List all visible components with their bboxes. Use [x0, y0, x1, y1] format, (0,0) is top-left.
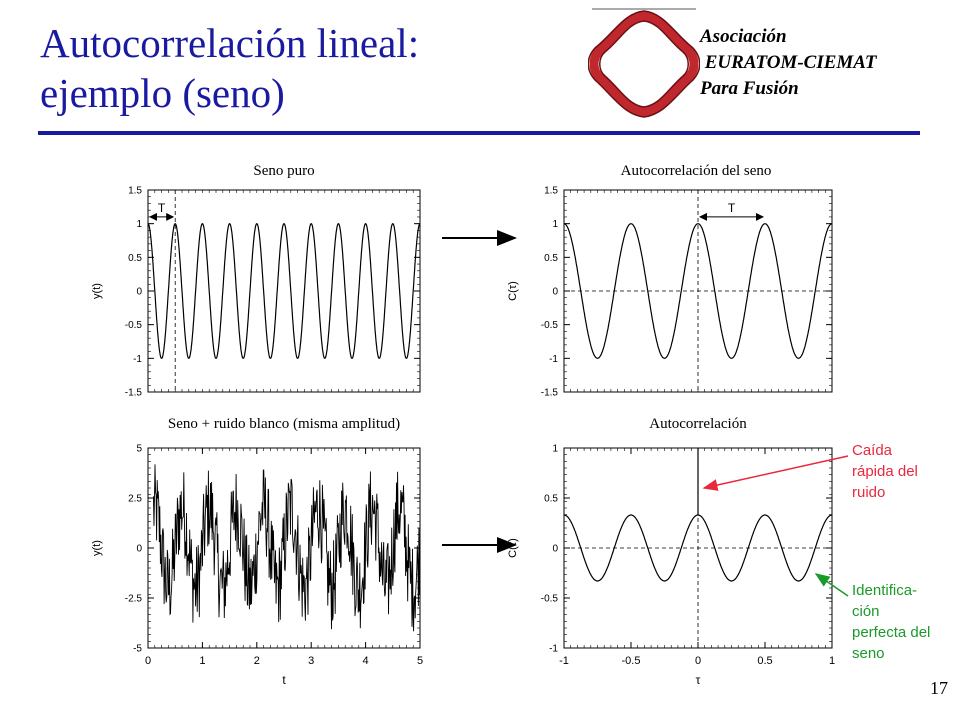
- y-tick-label: 5: [136, 444, 142, 455]
- x-tick-label: -1: [559, 655, 569, 667]
- y-tick-label: 1: [552, 219, 558, 230]
- y-tick-label: 2.5: [128, 494, 142, 505]
- org-line3: Para Fusión: [700, 78, 799, 99]
- chart-noisy_sine: 52.50-2.5-50 1 2 3 4 5y(t)t: [91, 444, 423, 688]
- identification-pointer: [814, 573, 849, 597]
- chart-title-noisy-sine: Seno + ruido blanco (misma amplitud): [167, 416, 401, 432]
- org-line2: EURATOM-CIEMAT: [700, 52, 877, 73]
- identification-line4: seno: [852, 645, 885, 662]
- x-tick-label: 1: [829, 655, 835, 667]
- y-tick-label: -1: [549, 644, 558, 655]
- y-tick-label: -5: [133, 644, 142, 655]
- identification-note: Identifica- ción perfecta del seno: [852, 580, 930, 664]
- series-line: [563, 223, 833, 359]
- chart-sine_autocorr: 1.5 1 0.5 0 -0.5 -1 -1.5 C(τ) T: [507, 186, 833, 399]
- title-divider: [38, 131, 920, 135]
- y-tick-label: 1.5: [544, 186, 558, 197]
- series-line: [147, 223, 421, 359]
- org-line1: Asociación: [700, 26, 787, 47]
- x-tick-label: 0: [695, 655, 701, 667]
- page-number: 17: [930, 678, 948, 698]
- y-tick-label: -0.5: [541, 320, 559, 331]
- noise-drop-pointer: [702, 455, 849, 491]
- x-axis-label: τ: [696, 673, 701, 687]
- chart-title-sine: Seno puro: [253, 163, 315, 179]
- x-tick-label: 0: [145, 655, 151, 667]
- x-axis-label: t: [282, 673, 286, 687]
- noise-drop-note: Caída rápida del ruido: [852, 440, 918, 503]
- x-tick-label: 4: [363, 655, 369, 667]
- identification-line1: Identifica-: [852, 582, 918, 599]
- ciemat-logo-icon: [588, 8, 700, 118]
- x-tick-label: 0.5: [757, 655, 772, 667]
- y-axis-label: y(t): [91, 283, 103, 299]
- y-tick-label: -0.5: [541, 594, 559, 605]
- series-line: [152, 464, 421, 632]
- chart-title-noisy-autocorr: Autocorrelación: [649, 416, 747, 432]
- slide-title-line2: ejemplo (seno): [40, 70, 285, 116]
- period-label: T: [728, 201, 736, 215]
- y-tick-label: -1.5: [541, 388, 559, 399]
- y-tick-label: -1: [133, 354, 142, 365]
- y-axis-label: C(τ): [507, 281, 519, 301]
- y-tick-label: -1.5: [125, 388, 143, 399]
- plot-frame: [147, 189, 421, 393]
- y-tick-label: 0.5: [128, 253, 142, 264]
- organization-name: Asociación EURATOM-CIEMAT Para Fusión: [700, 24, 877, 102]
- y-tick-label: 0: [136, 287, 142, 298]
- y-tick-label: 1: [136, 219, 142, 230]
- noise-drop-line2: rápida del: [852, 463, 918, 480]
- x-tick-label: 5: [417, 655, 423, 667]
- y-axis-label: y(t): [91, 540, 103, 556]
- y-tick-label: 0.5: [544, 253, 558, 264]
- chart-noisy_autocorr: 1 0.5 0 -0.5 -1-1 -0.5 0 0.5 1 C(τ) τ: [507, 444, 835, 688]
- x-tick-label: -0.5: [622, 655, 641, 667]
- noise-drop-line1: Caída: [852, 442, 893, 459]
- x-tick-label: 2: [254, 655, 260, 667]
- y-tick-label: 0: [136, 544, 142, 555]
- y-tick-label: -2.5: [125, 594, 143, 605]
- y-tick-label: 1.5: [128, 186, 142, 197]
- slide-title-line1: Autocorrelación lineal:: [40, 20, 420, 66]
- period-label: T: [158, 201, 166, 215]
- y-tick-label: 0: [552, 544, 558, 555]
- y-tick-label: 0: [552, 287, 558, 298]
- slide-title: Autocorrelación lineal: ejemplo (seno): [40, 18, 419, 118]
- y-axis-label: C(τ): [507, 538, 519, 558]
- y-tick-label: 0.5: [544, 494, 558, 505]
- noise-drop-line3: ruido: [852, 484, 886, 501]
- y-tick-label: -0.5: [125, 320, 143, 331]
- x-tick-label: 3: [308, 655, 314, 667]
- x-tick-label: 1: [199, 655, 205, 667]
- y-tick-label: 1: [552, 444, 558, 455]
- chart-title-sine-autocorr: Autocorrelación del seno: [620, 163, 772, 179]
- identification-line3: perfecta del: [852, 624, 931, 641]
- chart-sine: 1.5 1 0.5 0 -0.5 -1 -1.5 y(t) T: [91, 186, 421, 399]
- identification-line2: ción: [852, 603, 880, 620]
- y-tick-label: -1: [549, 354, 558, 365]
